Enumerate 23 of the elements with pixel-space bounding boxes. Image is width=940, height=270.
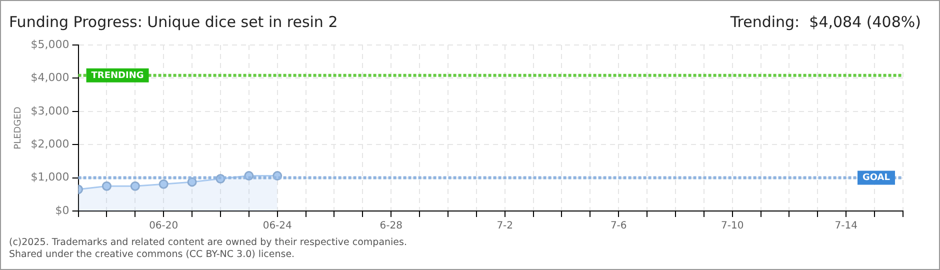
point [102,181,112,191]
chart-subtitle: Trending: $4,084 (408%) [730,13,921,31]
y-tick-label: $1,000 [30,170,70,184]
text: Shared under the creative commons (CC BY-NC 3.0) license. [9,249,296,261]
x-tick-label: 6-28 [380,220,402,232]
point [130,181,140,191]
x-tick-label: 7-10 [721,220,744,232]
ref-line-label: TRENDING [91,70,144,81]
x-tick-label: 7-14 [834,220,858,232]
point [158,179,168,189]
ref-line-label: GOAL [862,173,890,184]
chart-title: Funding Progress: Unique dice set in resin 2 [9,13,338,31]
y-tick-label: $0 [55,204,70,217]
x-tick-label: 7-2 [496,220,514,232]
x-tick-label: 06-20 [149,220,178,232]
x-tick-label: 06-24 [262,220,292,232]
y-tick-label: $2,000 [30,137,70,150]
y-axis-title: PLEDGED [14,106,24,150]
text: (c)2025. Trademarks and related content are owned by their respective companies. [9,237,407,249]
x-tick-label: 7-6 [610,220,627,232]
y-tick-label: $4,000 [30,71,70,84]
y-tick-label: $5,000 [30,38,70,51]
y-tick-label: $3,000 [30,104,70,118]
